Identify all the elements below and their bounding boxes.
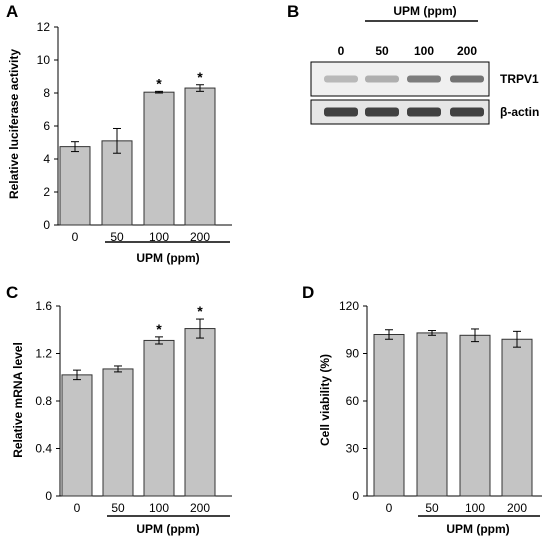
panel-d-group-label: UPM (ppm) bbox=[446, 522, 509, 536]
y-tick-label: 1.2 bbox=[35, 347, 52, 361]
panel-a-letter: A bbox=[6, 2, 18, 21]
blot-band bbox=[450, 108, 484, 117]
panel-d-y-axis-title: Cell viability (%) bbox=[318, 354, 332, 446]
blot-lane-label: 200 bbox=[457, 44, 477, 58]
bar bbox=[144, 340, 174, 496]
significance-mark: * bbox=[197, 303, 203, 319]
y-tick-label: 0.4 bbox=[35, 442, 52, 456]
bar bbox=[60, 147, 90, 225]
bar bbox=[62, 375, 92, 496]
y-tick-label: 0 bbox=[45, 489, 52, 503]
panel-c-letter: C bbox=[6, 283, 18, 302]
panel-b-group-label: UPM (ppm) bbox=[393, 4, 456, 18]
bar bbox=[103, 369, 133, 496]
bar bbox=[417, 333, 447, 496]
y-tick-label: 90 bbox=[346, 347, 360, 361]
blot-band bbox=[407, 108, 441, 117]
bar bbox=[144, 92, 174, 225]
panel-b-blot: B UPM (ppm) 0 50 100 200 TRPV1 β-actin bbox=[287, 2, 539, 124]
panel-d-chart: D Cell viability (%) UPM (ppm) 0 30 60 90 12… bbox=[302, 283, 542, 536]
y-tick-label: 1.6 bbox=[35, 299, 52, 313]
y-tick-label: 12 bbox=[37, 20, 51, 34]
panel-c-group-label: UPM (ppm) bbox=[136, 522, 199, 536]
x-tick-label: 0 bbox=[74, 501, 81, 515]
y-tick-label: 30 bbox=[346, 442, 360, 456]
panel-b-letter: B bbox=[287, 2, 299, 21]
y-tick-label: 4 bbox=[43, 152, 50, 166]
y-tick-label: 2 bbox=[43, 185, 50, 199]
blot-band bbox=[450, 76, 484, 83]
x-tick-label: 200 bbox=[507, 501, 527, 515]
blot-lane-label: 100 bbox=[414, 44, 434, 58]
y-tick-label: 120 bbox=[339, 299, 359, 313]
significance-mark: * bbox=[197, 69, 203, 85]
blot-lane-label: 50 bbox=[375, 44, 389, 58]
x-tick-label: 50 bbox=[425, 501, 439, 515]
bar bbox=[460, 335, 490, 496]
x-tick-label: 50 bbox=[111, 501, 125, 515]
blot-lane-label: 0 bbox=[338, 44, 345, 58]
y-tick-label: 0 bbox=[352, 489, 359, 503]
x-tick-label: 100 bbox=[465, 501, 485, 515]
bar bbox=[185, 329, 215, 496]
panel-c-chart: C Relative mRNA level UPM (ppm) 0 0.4 0.8 1… bbox=[6, 283, 232, 536]
y-tick-label: 6 bbox=[43, 119, 50, 133]
panel-a-chart: A Relative luciferase activity UPM (ppm)… bbox=[6, 2, 232, 265]
x-tick-label: 200 bbox=[190, 501, 210, 515]
y-tick-label: 0 bbox=[43, 218, 50, 232]
y-tick-label: 8 bbox=[43, 86, 50, 100]
x-tick-label: 0 bbox=[72, 230, 79, 244]
y-tick-label: 10 bbox=[37, 53, 51, 67]
bar bbox=[374, 335, 404, 497]
significance-mark: * bbox=[156, 75, 162, 91]
panel-d-letter: D bbox=[302, 283, 314, 302]
panel-c-y-axis-title: Relative mRNA level bbox=[11, 342, 25, 458]
blot-band bbox=[365, 108, 399, 117]
x-tick-label: 0 bbox=[386, 501, 393, 515]
panel-a-y-axis-title: Relative luciferase activity bbox=[7, 49, 21, 199]
blot-row-label-beta-actin: β-actin bbox=[500, 105, 539, 119]
blot-row-label-trpv1: TRPV1 bbox=[500, 72, 539, 86]
blot-band bbox=[365, 76, 399, 83]
panel-a-group-label: UPM (ppm) bbox=[136, 251, 199, 265]
x-tick-label: 100 bbox=[149, 501, 169, 515]
y-tick-label: 0.8 bbox=[35, 394, 52, 408]
bar bbox=[502, 339, 532, 496]
y-tick-label: 60 bbox=[346, 394, 360, 408]
blot-band bbox=[407, 76, 441, 83]
bar bbox=[185, 88, 215, 225]
significance-mark: * bbox=[156, 321, 162, 337]
blot-band bbox=[324, 76, 358, 83]
blot-band bbox=[324, 108, 358, 117]
